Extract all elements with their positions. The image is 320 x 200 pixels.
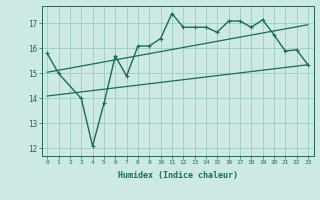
X-axis label: Humidex (Indice chaleur): Humidex (Indice chaleur): [118, 171, 237, 180]
